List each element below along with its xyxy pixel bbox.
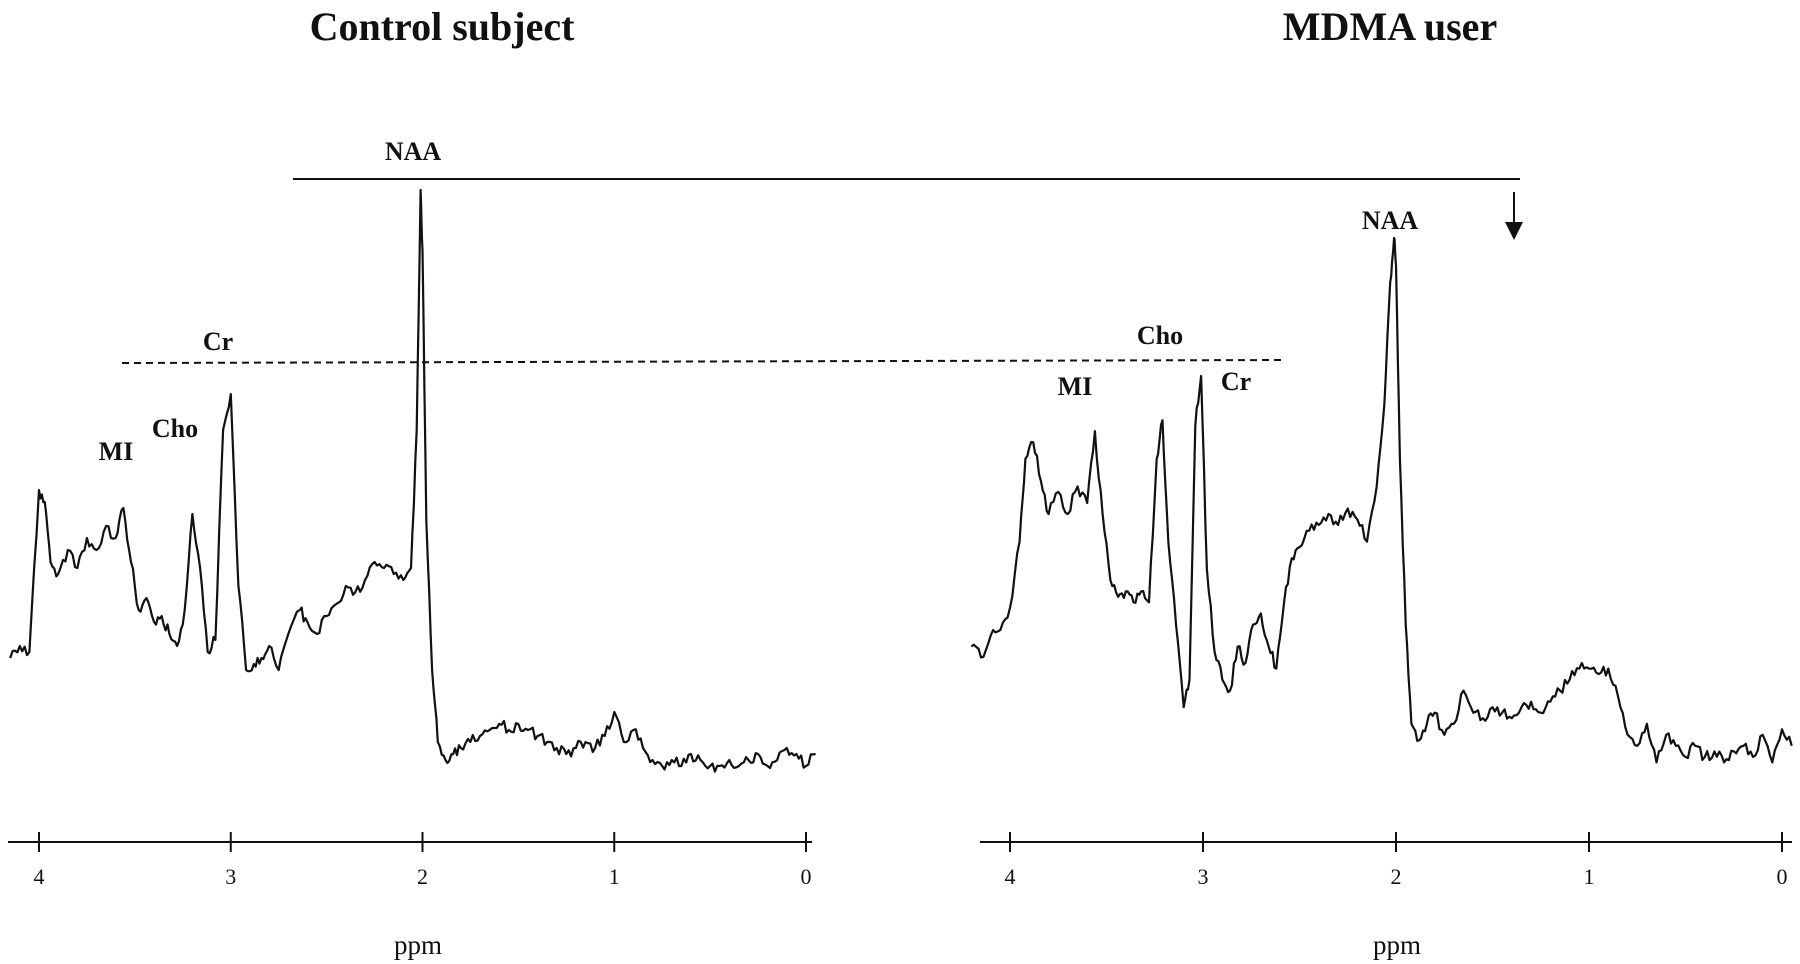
cr-reference-line xyxy=(121,359,1286,364)
mdma-x-tick-label: 3 xyxy=(1198,864,1209,889)
control-x-tick-label: 0 xyxy=(801,864,812,889)
mdma-peak-label-naa: NAA xyxy=(1362,206,1419,235)
mdma-x-tick-label: 1 xyxy=(1584,864,1595,889)
mdma-x-ticks: 4 3 2 1 0 xyxy=(1005,832,1788,889)
mdma-x-tick-label: 4 xyxy=(1005,864,1016,889)
control-x-tick-label: 1 xyxy=(609,864,620,889)
control-x-tick-label: 3 xyxy=(225,864,236,889)
mdma-panel-title: MDMA user xyxy=(1283,4,1497,49)
control-x-tick-label: 2 xyxy=(417,864,428,889)
control-peak-label-cho: Cho xyxy=(152,414,198,443)
arrow-head-icon xyxy=(1505,222,1523,240)
control-peak-label-cr: Cr xyxy=(203,327,233,356)
mdma-spectrum-line xyxy=(970,236,1793,764)
control-peak-label-naa: NAA xyxy=(385,137,442,166)
mdma-x-axis-label: ppm xyxy=(1373,930,1421,960)
control-peak-label-mi: MI xyxy=(99,437,134,466)
mdma-x-tick-label: 0 xyxy=(1777,864,1788,889)
control-x-ticks: 4 3 2 1 0 xyxy=(34,832,812,889)
mdma-peak-label-mi: MI xyxy=(1058,372,1093,401)
control-panel-title: Control subject xyxy=(310,4,575,49)
mdma-peak-label-cr: Cr xyxy=(1221,367,1251,396)
mdma-peak-label-cho: Cho xyxy=(1137,321,1183,350)
control-spectrum-line xyxy=(9,188,816,773)
control-x-tick-label: 4 xyxy=(34,864,45,889)
mdma-x-tick-label: 2 xyxy=(1391,864,1402,889)
control-x-axis-label: ppm xyxy=(394,930,442,960)
